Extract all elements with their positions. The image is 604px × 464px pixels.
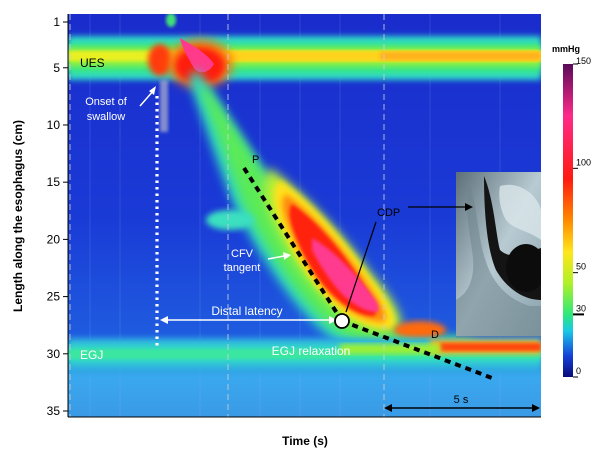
y-tick-label: 15 — [47, 175, 61, 189]
overlays: UES EGJ Onset of swallow P CDP CFV tange… — [80, 56, 540, 412]
ues-band — [68, 14, 541, 88]
time-gridlines — [69, 14, 385, 417]
colorbar: mmHg 150 100 50 30 0 — [552, 44, 591, 378]
egj-band — [68, 338, 541, 372]
cdp-inset-arrowhead — [465, 203, 473, 211]
time-scale-arrowhead-left — [384, 404, 392, 412]
label-d: D — [431, 329, 439, 341]
onset-arrowhead — [149, 86, 156, 95]
colorbar-ticks: 150 100 50 30 0 — [573, 56, 591, 378]
onset-artifact — [160, 80, 168, 132]
y-axis-title: Length along the esophagus (cm) — [11, 120, 25, 312]
y-tick-label: 5 — [53, 61, 60, 75]
cfv-arrowhead — [283, 252, 291, 260]
label-egj: EGJ — [80, 348, 103, 362]
colorbar-tick-label: 30 — [576, 303, 586, 313]
colorbar-tick-label: 50 — [576, 262, 586, 272]
label-cdp: CDP — [377, 207, 400, 219]
y-tick-label: 20 — [47, 232, 61, 246]
label-onset-line2: swallow — [87, 111, 126, 123]
cfv-tangent-line — [242, 166, 344, 323]
time-scale-arrowhead-right — [532, 404, 540, 412]
label-cfv-line2: tangent — [224, 262, 261, 274]
colorbar-body — [563, 64, 573, 377]
colorbar-title: mmHg — [552, 44, 580, 54]
label-p: P — [252, 154, 259, 166]
label-egj-relaxation: EGJ relaxation — [272, 344, 351, 358]
label-onset-line1: Onset of — [85, 96, 128, 108]
y-tick-label: 30 — [47, 347, 61, 361]
colorbar-tick-label: 100 — [576, 157, 591, 167]
label-cfv-line1: CFV — [231, 248, 254, 260]
distal-latency-arrowhead-left — [160, 316, 168, 324]
distal-latency-arrowhead-right — [329, 316, 337, 324]
fluoroscopy-inset — [456, 172, 541, 338]
colorbar-tick-label: 150 — [576, 56, 591, 66]
y-tick-label: 10 — [47, 118, 61, 132]
cfv-arrow — [267, 255, 285, 260]
x-axis-title: Time (s) — [282, 434, 328, 448]
cdp-point — [334, 313, 350, 329]
label-time-scale: 5 s — [454, 394, 469, 406]
y-tick-label: 1 — [53, 15, 60, 29]
contraction-end-line — [341, 319, 493, 380]
y-tick-label: 25 — [47, 290, 61, 304]
label-distal-latency: Distal latency — [211, 304, 282, 318]
colorbar-tick-label: 0 — [576, 366, 581, 376]
y-tick-label: 35 — [47, 404, 61, 418]
cdp-arrow — [345, 221, 377, 313]
plot-area — [68, 14, 541, 417]
label-ues: UES — [80, 56, 105, 70]
